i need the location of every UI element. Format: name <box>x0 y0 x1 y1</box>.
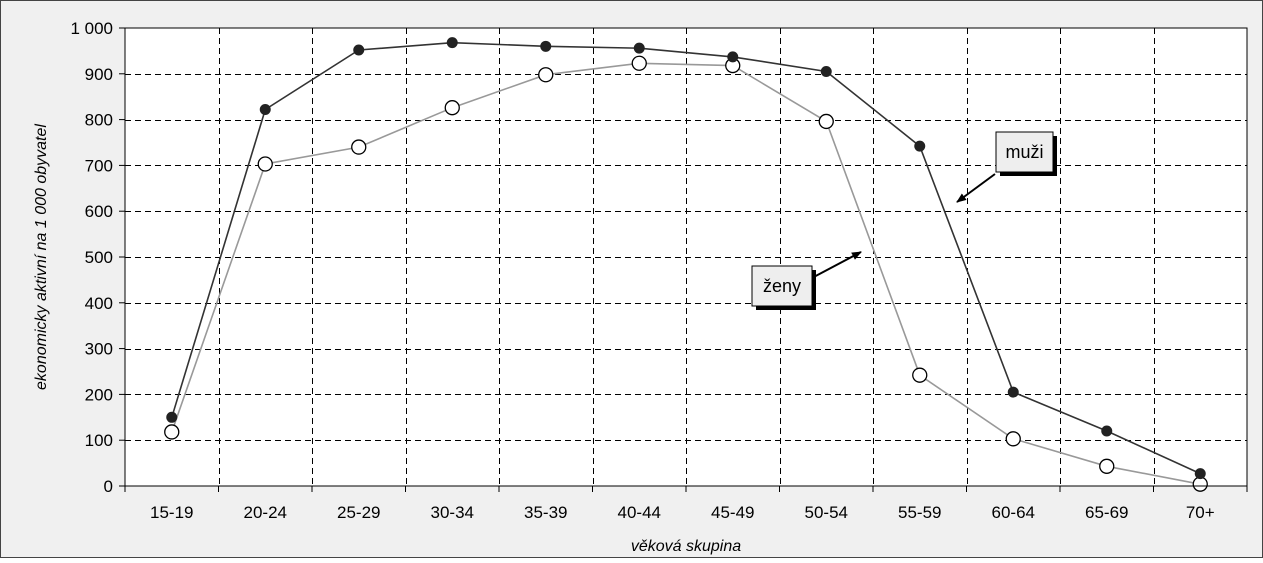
x-tick-label: 40-44 <box>618 503 661 522</box>
y-tick-label: 100 <box>85 431 113 450</box>
y-tick-label: 900 <box>85 65 113 84</box>
data-point-ženy <box>538 67 554 83</box>
data-point-muži <box>353 44 365 56</box>
data-point-ženy <box>1192 476 1208 492</box>
x-axis-title: věková skupina <box>631 538 741 555</box>
axes: 0 100 200 300 400 500 600 700 800 900 1 000 15-19 20… <box>70 19 1248 522</box>
x-tick-label: 25-29 <box>337 503 380 522</box>
data-point-muži <box>633 42 645 54</box>
data-point-ženy <box>257 156 273 172</box>
y-tick-label: 1 000 <box>70 19 113 38</box>
data-point-ženy <box>818 113 834 130</box>
data-point-ženy <box>164 424 180 440</box>
callout-label-muži: muži <box>1005 142 1043 162</box>
data-point-muži <box>727 51 739 63</box>
data-point-ženy <box>631 55 647 71</box>
y-tick-label: 0 <box>104 477 113 496</box>
callout-box-muži <box>995 131 1054 173</box>
x-tick-label: 20-24 <box>244 503 287 522</box>
data-point-ženy <box>1099 458 1115 474</box>
data-point-ženy <box>351 139 367 155</box>
data-point-muži <box>446 37 458 49</box>
data-point-muži <box>166 411 178 423</box>
y-tick-label: 600 <box>85 202 113 221</box>
data-point-ženy <box>444 100 460 116</box>
x-tick-label: 65-69 <box>1085 503 1128 522</box>
series-line-ženy <box>171 62 1201 485</box>
x-tick-label: 50-54 <box>805 503 848 522</box>
data-point-muži <box>259 104 271 116</box>
callout-arrow-ženy <box>809 251 862 280</box>
series-layer <box>164 37 1208 492</box>
data-point-ženy <box>1005 431 1021 447</box>
data-point-muži <box>914 140 926 152</box>
callout-arrow-muži <box>956 173 996 203</box>
data-point-muži <box>540 40 552 52</box>
y-axis-title: ekonomicky aktivní na 1 000 obyvatel <box>33 124 50 390</box>
y-tick-label: 300 <box>85 340 113 359</box>
data-point-muži <box>1194 468 1206 480</box>
x-tick-label: 45-49 <box>711 503 754 522</box>
y-tick-label: 400 <box>85 294 113 313</box>
y-tick-label: 700 <box>85 156 113 175</box>
callout-label-ženy: ženy <box>763 276 801 296</box>
data-point-muži <box>1101 425 1113 437</box>
data-point-muži <box>1007 386 1019 398</box>
x-tick-label: 55-59 <box>898 503 941 522</box>
series-line-muži <box>171 41 1201 475</box>
x-tick-label: 60-64 <box>992 503 1035 522</box>
callouts: muži ženy <box>751 131 1057 310</box>
data-point-ženy <box>912 367 928 383</box>
x-tick-label: 70+ <box>1186 503 1215 522</box>
x-tick-label: 35-39 <box>524 503 567 522</box>
y-tick-label: 200 <box>85 385 113 404</box>
data-point-muži <box>820 66 832 78</box>
y-tick-label: 500 <box>85 248 113 267</box>
y-tick-label: 800 <box>85 111 113 130</box>
grid <box>125 28 1247 486</box>
x-tick-label: 15-19 <box>150 503 193 522</box>
x-tick-label: 30-34 <box>431 503 474 522</box>
callout-box-ženy <box>751 265 813 307</box>
